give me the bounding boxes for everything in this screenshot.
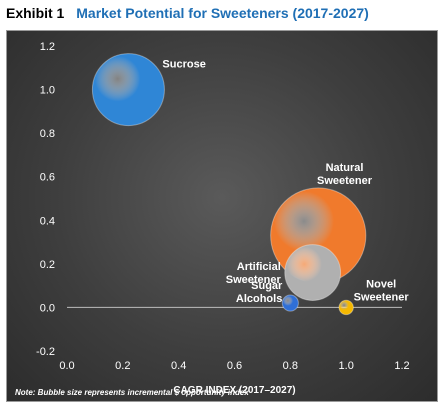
- exhibit-header: Exhibit 1 Market Potential for Sweetener…: [6, 5, 369, 21]
- exhibit-label: Exhibit 1: [6, 5, 65, 21]
- y-tick-label: -0.2: [36, 346, 55, 358]
- x-tick-label: 0.6: [227, 360, 242, 372]
- y-tick-label: 0.8: [40, 128, 55, 140]
- x-tick-label: 0.0: [59, 360, 74, 372]
- bubbles: [91, 53, 367, 316]
- bubble: [284, 244, 342, 301]
- x-tick-label: 1.2: [394, 360, 409, 372]
- x-tick-label: 0.4: [171, 360, 186, 372]
- bubble-label: Sucrose: [162, 59, 205, 71]
- y-tick-label: 0.6: [40, 172, 55, 184]
- bubble-chart: -0.20.00.20.40.60.81.01.2 0.0 0.2 0.4 0.6 0.…: [15, 41, 410, 397]
- bubble-label: Artificial Sweetener: [226, 261, 282, 286]
- x-tick-label: 0.2: [115, 360, 130, 372]
- y-tick-label: 0.2: [40, 259, 55, 271]
- bubble-label: Natural Sweetener: [317, 162, 373, 187]
- y-tick-label: 1.0: [40, 85, 55, 97]
- x-axis-title: CAGR INDEX (2017–2027): [173, 385, 295, 396]
- bubble: [91, 53, 165, 127]
- bubble-label: Novel Sweetener: [354, 278, 410, 303]
- y-axis-ticks: -0.2 0.0 0.2 0.4 0.6 0.8 1.0 1.2: [36, 41, 55, 358]
- chart-panel: -0.2 0.0 0.2 0.4 0.6 0.8 1.0 1.2 0.0 0.2 0.4 0.6 0.…: [6, 30, 438, 402]
- bubble: [281, 294, 299, 312]
- y-tick-label: 0.0: [40, 302, 55, 314]
- y-tick-label: 1.2: [40, 41, 55, 53]
- chart-note: Note: Bubble size represents incremental…: [15, 388, 249, 397]
- bubble-label: Sugar Alcohols: [236, 280, 283, 305]
- y-tick-label: 0.4: [40, 215, 55, 227]
- bubble-labels: Sucrose Natural Sweetener Artificial Sweeten…: [162, 59, 409, 306]
- x-tick-label: 1.0: [339, 360, 354, 372]
- x-tick-label: 0.8: [283, 360, 298, 372]
- x-axis-ticks: 0.0 0.2 0.4 0.6 0.8 1.0 1.2: [59, 360, 409, 372]
- chart-title: Market Potential for Sweeteners (2017-20…: [76, 5, 369, 21]
- bubble: [338, 299, 354, 316]
